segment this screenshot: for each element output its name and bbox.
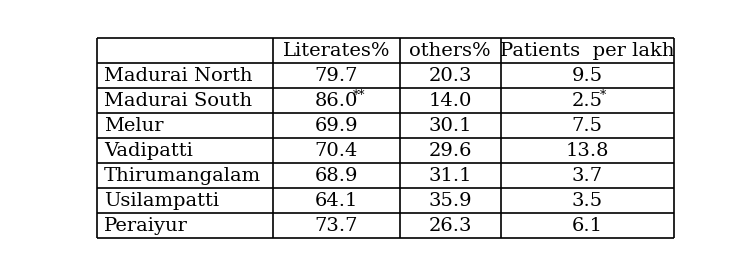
Text: Usilampatti: Usilampatti (104, 192, 219, 210)
Text: Vadipatti: Vadipatti (104, 142, 193, 160)
Text: Thirumangalam: Thirumangalam (104, 167, 261, 185)
Text: 64.1: 64.1 (314, 192, 358, 210)
Text: 35.9: 35.9 (429, 192, 472, 210)
Text: 13.8: 13.8 (566, 142, 609, 160)
Text: 9.5: 9.5 (572, 67, 603, 85)
Text: 2.5: 2.5 (572, 92, 603, 110)
Text: 69.9: 69.9 (314, 117, 358, 135)
Text: Literates%: Literates% (283, 42, 390, 60)
Text: 6.1: 6.1 (572, 217, 603, 235)
Text: 73.7: 73.7 (314, 217, 358, 235)
Text: 31.1: 31.1 (429, 167, 472, 185)
Text: Patients  per lakh: Patients per lakh (500, 42, 675, 60)
Text: Melur: Melur (104, 117, 163, 135)
Text: 26.3: 26.3 (429, 217, 472, 235)
Text: 20.3: 20.3 (429, 67, 472, 85)
Text: 30.1: 30.1 (429, 117, 472, 135)
Text: others%: others% (410, 42, 491, 60)
Text: 7.5: 7.5 (572, 117, 603, 135)
Text: 68.9: 68.9 (314, 167, 358, 185)
Text: 3.7: 3.7 (572, 167, 603, 185)
Text: 14.0: 14.0 (429, 92, 472, 110)
Text: 70.4: 70.4 (314, 142, 358, 160)
Text: 79.7: 79.7 (314, 67, 358, 85)
Text: 86.0: 86.0 (314, 92, 358, 110)
Text: *: * (600, 89, 606, 102)
Text: 3.5: 3.5 (572, 192, 603, 210)
Text: 29.6: 29.6 (429, 142, 472, 160)
Text: **: ** (353, 89, 365, 102)
Text: Madurai North: Madurai North (104, 67, 253, 85)
Text: Peraiyur: Peraiyur (104, 217, 188, 235)
Text: Madurai South: Madurai South (104, 92, 252, 110)
